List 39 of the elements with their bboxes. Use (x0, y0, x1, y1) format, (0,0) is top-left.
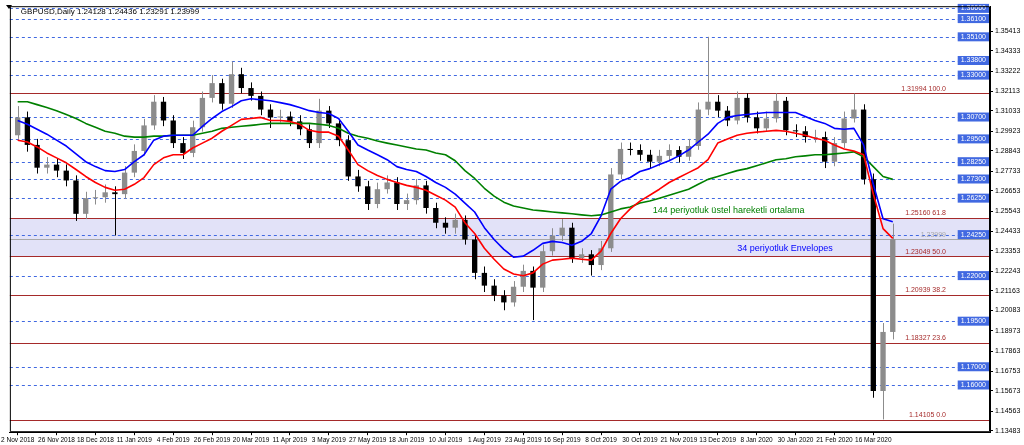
candlestick (92, 189, 99, 206)
annotation: 144 periyotluk üstel hareketli ortalama (652, 204, 805, 215)
candlestick (219, 78, 225, 111)
chart-title: GBPUSD,Daily 1.24128 1.24436 1.23291 1.23999 (20, 7, 200, 17)
candlestick (248, 81, 254, 102)
candlestick (83, 191, 89, 220)
candlestick (715, 94, 721, 118)
candlestick (384, 174, 390, 195)
candlestick (705, 36, 711, 116)
candlestick (112, 185, 118, 237)
candlestick (491, 278, 497, 302)
candlestick (530, 266, 536, 321)
candlestick (763, 111, 770, 133)
candlestick (14, 105, 21, 140)
candlestick (598, 240, 604, 271)
candlestick (102, 183, 108, 204)
candlestick (374, 182, 381, 209)
candlestick (209, 74, 215, 103)
candlestick (433, 202, 439, 229)
candlestick (355, 169, 361, 193)
candlestick (423, 180, 429, 215)
candlestick (34, 138, 40, 175)
candlestick (851, 93, 857, 123)
candlestick (559, 218, 565, 242)
candlestick (365, 180, 371, 211)
candlestick (160, 96, 167, 127)
candlestick (394, 176, 400, 211)
candlestick (151, 94, 157, 131)
candlestick (647, 149, 653, 169)
candlestick (481, 266, 488, 293)
candlestick (744, 92, 750, 123)
candlestick (462, 214, 468, 246)
candlestick (452, 213, 458, 235)
candlestick (238, 67, 244, 94)
candlestick (53, 158, 60, 178)
annotation: 34 periyotluk Envelopes (737, 243, 834, 254)
candlestick (180, 136, 186, 160)
candlestick (501, 289, 507, 311)
candlestick (773, 92, 779, 123)
